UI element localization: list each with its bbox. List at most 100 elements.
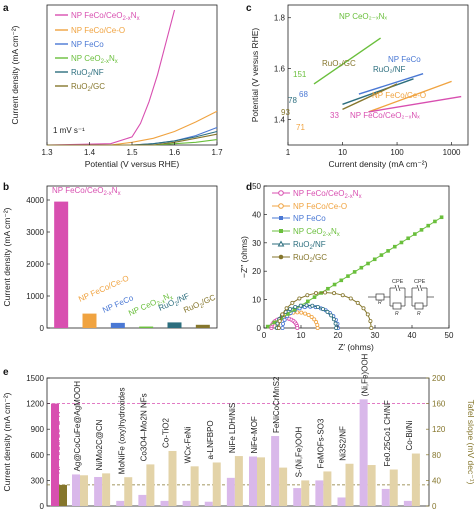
x-tick-label: 1	[286, 148, 291, 157]
legend-d-marker-4	[279, 229, 283, 233]
panel-c-lines: 151 NP CeO₂₋ₓNₓ 68 NP FeCo 78 RuO₂/NF 93 RuO₂/G…	[281, 12, 462, 132]
literature-tafel-bar	[234, 456, 243, 506]
y2-tick-label: 160	[432, 400, 446, 409]
nyquist-point	[355, 300, 360, 305]
panel-label-b: b	[3, 182, 9, 193]
panel-c-x-label: Current density (mA cm⁻²)	[329, 159, 428, 169]
nyquist-point	[386, 249, 390, 253]
panel-c-frame	[287, 4, 469, 146]
category-label: a-LNFBPO	[206, 420, 215, 459]
nyquist-point	[309, 314, 314, 319]
y-tick-label: 40	[252, 210, 261, 219]
x-tick-label: 1.5	[126, 148, 138, 157]
nyquist-point	[331, 317, 336, 322]
panel-d-x-label: Z′ (ohms)	[338, 342, 374, 352]
nyquist-point	[426, 223, 431, 228]
literature-tafel-bar	[257, 457, 265, 506]
literature-current-bar	[293, 488, 302, 506]
nyquist-point	[306, 299, 310, 304]
bar-np-ceo2-xnx	[139, 326, 154, 328]
nyquist-point	[298, 303, 303, 308]
category-label: MoNiFe (oxy)hydroxides	[117, 387, 126, 474]
nyquist-point	[303, 311, 308, 316]
literature-current-bar	[182, 500, 191, 506]
nyquist-point	[280, 325, 285, 330]
tafel-series-label: NP FeCo/CeO₂₋ₓNₓ	[350, 111, 420, 120]
panel-b-frame	[46, 185, 218, 329]
tafel-slope-label: 78	[288, 96, 297, 105]
panel-c-x-ticks: 1 10 100 1000	[286, 142, 461, 157]
legend-d-label-feco: NP FeCo	[293, 214, 326, 223]
nyquist-point	[379, 253, 384, 257]
literature-tafel-bar	[168, 450, 177, 506]
y-tick-label: 1.6	[274, 65, 286, 74]
x-tick-label: 100	[390, 148, 404, 157]
nyquist-point	[352, 270, 357, 274]
nyquist-point	[329, 313, 334, 318]
panel-label-a: a	[3, 3, 9, 14]
legend-d-marker-3	[279, 216, 283, 220]
nyquist-point	[361, 306, 366, 311]
literature-current-bar	[381, 488, 390, 506]
x-tick-label: 20	[334, 331, 343, 340]
tafel-slope-label: 33	[330, 111, 339, 120]
nyquist-point	[304, 303, 309, 308]
nyquist-point	[277, 319, 282, 324]
nyquist-point	[332, 282, 337, 287]
lsv-curve-np-feco-ceo2-xnx	[46, 9, 176, 146]
y-tick-label: 20	[252, 267, 261, 276]
literature-tafel-bar	[367, 465, 376, 506]
legend-d-label-ruo2-gc: RuO2/GC	[293, 253, 327, 264]
panel-a-x-label: Potential (V versus RHE)	[85, 159, 180, 169]
tafel-line-np-feco-ce-o	[368, 80, 452, 113]
x-tick-label: 0	[262, 331, 267, 340]
nyquist-point	[369, 325, 374, 330]
panel-label-e: e	[3, 367, 9, 378]
legend-label-feco-ceon: NP FeCo/CeO2-xNx	[71, 11, 140, 22]
nyquist-point	[399, 240, 404, 245]
highlight-bar-label: NP FeCo/Ce-O-N	[53, 411, 62, 474]
y-tick-label: 4000	[26, 196, 44, 205]
legend-label-ruo2-nf: RuO2/NF	[71, 68, 104, 79]
tafel-series-label: RuO₂/GC	[322, 59, 356, 68]
nyquist-point	[281, 321, 286, 326]
y-tick-label: 50	[252, 182, 261, 191]
y2-tick-label: 40	[432, 476, 441, 485]
nyquist-point	[315, 325, 320, 330]
literature-current-bar	[315, 480, 324, 506]
y-tick-label: 30	[252, 239, 261, 248]
literature-tafel-bar	[190, 466, 199, 506]
panel-b-bars	[54, 201, 210, 328]
literature-tafel-bar	[345, 463, 354, 506]
nyquist-point	[366, 261, 370, 266]
circuit-resistor-1	[392, 302, 402, 310]
nyquist-point	[406, 236, 410, 241]
y-tick-label: 300	[31, 476, 45, 485]
nyquist-point	[314, 291, 319, 296]
nyquist-point	[295, 325, 300, 330]
nyquist-point	[299, 310, 304, 315]
nyquist-point	[312, 317, 317, 322]
tafel-series-label: NP FeCo	[388, 55, 421, 64]
bar-ruo2-nf	[167, 322, 182, 328]
category-label: Ni/Mo2C@CN	[95, 419, 104, 470]
panel-e-y2-label: Tafel slope (mV dec⁻¹)	[466, 400, 474, 485]
nyquist-point	[359, 265, 364, 270]
nyquist-point	[276, 325, 281, 330]
category-label: (Ni,Fe)OOH	[361, 353, 370, 396]
legend-d-marker-6	[278, 254, 284, 260]
panel-c-y-label: Potential (V versus RHE)	[250, 28, 260, 123]
tafel-line-np-feco-ceo2-xnx	[368, 95, 462, 113]
legend-label-ceon: NP CeO2-xNx	[71, 54, 118, 65]
panel-e-y-ticks: 0 300 600 900 1200 1500	[26, 374, 50, 511]
y-tick-label: 1.4	[274, 116, 286, 125]
circuit-label-r-s: R	[378, 300, 382, 306]
nyquist-point	[306, 313, 311, 318]
panel-b-y-label: Current density (mA cm⁻²)	[2, 207, 12, 306]
category-label: WCx-FeNi	[184, 426, 193, 463]
literature-current-bar	[116, 500, 125, 506]
literature-current-bar	[138, 494, 147, 506]
literature-current-bar	[226, 477, 235, 506]
x-tick-label: 1.6	[169, 148, 181, 157]
